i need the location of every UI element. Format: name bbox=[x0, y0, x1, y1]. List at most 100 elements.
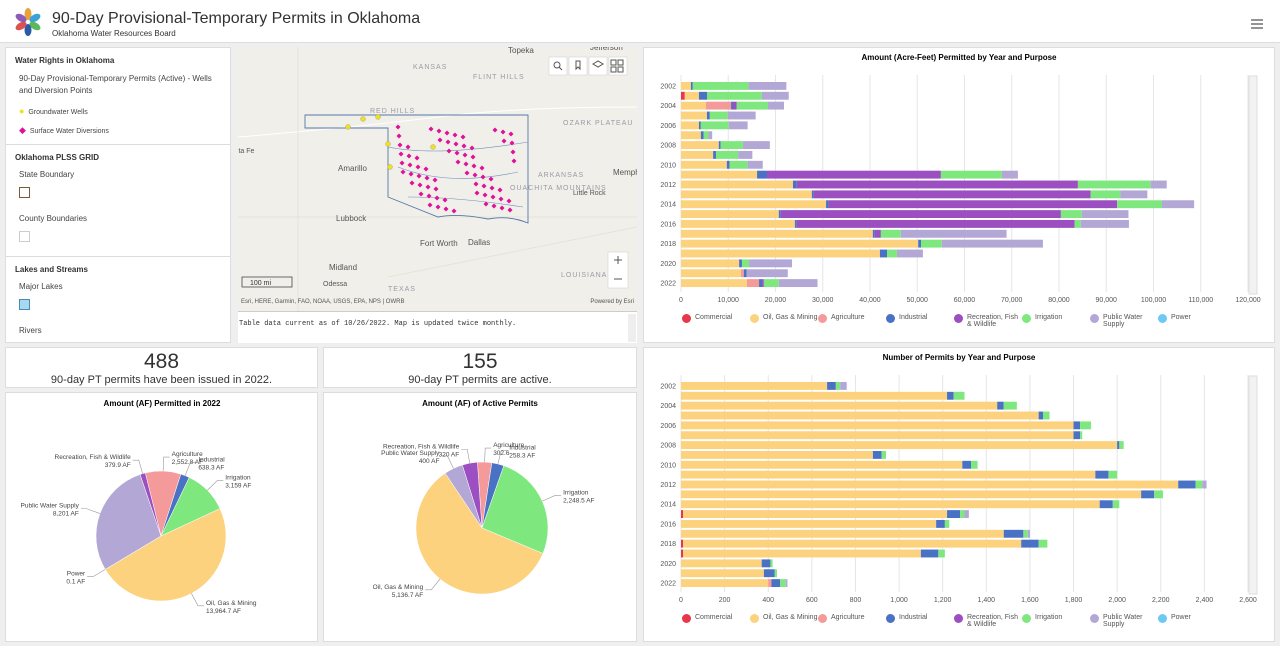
bar-segment bbox=[681, 460, 963, 469]
bar-segment bbox=[792, 180, 797, 189]
menu-button[interactable] bbox=[1250, 18, 1264, 30]
slice-value: 5,136.7 AF bbox=[392, 592, 423, 599]
map-point bbox=[454, 150, 460, 156]
bar-segment bbox=[826, 200, 829, 209]
map-point bbox=[500, 129, 506, 135]
slice-label: Industrial bbox=[509, 444, 536, 451]
pie-slice bbox=[415, 472, 544, 595]
x-tick-label: 2,000 bbox=[1108, 597, 1126, 604]
bar-segment bbox=[778, 210, 781, 219]
leader-line bbox=[191, 593, 204, 607]
leader-line bbox=[497, 450, 508, 465]
bar-segment bbox=[1038, 411, 1044, 420]
y-tick-label: 2004 bbox=[660, 403, 676, 410]
pie-slice bbox=[481, 465, 549, 554]
bar-segment bbox=[1080, 421, 1091, 430]
bar-segment bbox=[827, 381, 836, 390]
y-tick-label: 2016 bbox=[660, 521, 676, 528]
x-tick-label: 60,000 bbox=[954, 297, 976, 304]
bar-segment bbox=[738, 150, 753, 159]
map-point bbox=[489, 185, 495, 191]
legend-swatch bbox=[1022, 614, 1031, 623]
bar-segment bbox=[1162, 200, 1195, 209]
bar-segment bbox=[1099, 500, 1113, 509]
map-point bbox=[397, 142, 403, 148]
bar-segment bbox=[681, 249, 880, 258]
bar-segment bbox=[681, 480, 1179, 489]
bar-segment bbox=[1043, 411, 1050, 420]
map-label: TEXAS bbox=[388, 286, 416, 293]
bar-segment bbox=[683, 539, 1022, 548]
bar-segment bbox=[681, 500, 1100, 509]
bar-segment bbox=[741, 259, 750, 268]
map-point bbox=[443, 206, 449, 212]
map-point bbox=[423, 166, 429, 172]
bar-segment bbox=[780, 210, 1061, 219]
bar-segment bbox=[681, 180, 793, 189]
map-point bbox=[460, 134, 466, 140]
bar-segment bbox=[681, 91, 685, 100]
x-tick-label: 30,000 bbox=[812, 297, 834, 304]
bar-segment bbox=[947, 510, 961, 519]
map-label: Dallas bbox=[468, 238, 490, 247]
bar-segment bbox=[683, 510, 948, 519]
map-point bbox=[492, 127, 498, 133]
chart-panel: Amount (Acre-Feet) Permitted by Year and… bbox=[643, 47, 1275, 343]
map-point bbox=[491, 203, 497, 209]
map-point bbox=[506, 198, 512, 204]
map-point bbox=[434, 195, 440, 201]
legend-label: Public Water Supply bbox=[1103, 314, 1143, 328]
slice-label: Public Water Supply bbox=[21, 503, 80, 510]
map-point bbox=[445, 139, 451, 145]
bar-segment bbox=[681, 441, 1118, 450]
slice-label: Irrigation bbox=[563, 489, 589, 496]
bar-segment bbox=[813, 190, 1091, 199]
bar-segment bbox=[1074, 219, 1081, 228]
legend-swatch bbox=[954, 314, 963, 323]
map-point bbox=[398, 151, 404, 157]
legend-label: Agriculture bbox=[831, 614, 865, 621]
bar-segment bbox=[1023, 529, 1028, 538]
bar-segment bbox=[953, 391, 965, 400]
legend-label: Commercial bbox=[695, 314, 733, 321]
bar-segment bbox=[681, 411, 1039, 420]
bar-segment bbox=[681, 111, 707, 120]
leader-line bbox=[542, 495, 562, 502]
bar-segment bbox=[881, 450, 886, 459]
map-point bbox=[417, 182, 423, 188]
bar-segment bbox=[761, 91, 789, 100]
map-point bbox=[395, 124, 401, 130]
bar-segment bbox=[1119, 441, 1124, 450]
y-tick-label: 2012 bbox=[660, 182, 676, 189]
map-point bbox=[498, 196, 504, 202]
x-tick-label: 400 bbox=[762, 597, 774, 604]
legend-item: Commercial bbox=[682, 614, 750, 628]
bar-segment bbox=[681, 150, 714, 159]
bar-segment bbox=[874, 229, 881, 238]
bar-segment bbox=[759, 279, 763, 288]
map[interactable]: Topeka Jefferson KANSAS FLINT HILLS OZARK PL… bbox=[238, 47, 637, 311]
x-tick-label: 120,000 bbox=[1235, 297, 1260, 304]
x-tick-label: 110,000 bbox=[1188, 297, 1213, 304]
slice-label: Oil, Gas & Mining bbox=[373, 584, 424, 591]
map-label: FLINT HILLS bbox=[473, 74, 525, 81]
legend-swatch bbox=[682, 614, 691, 623]
x-tick-label: 2,600 bbox=[1239, 597, 1257, 604]
y-tick-label: 2018 bbox=[660, 241, 676, 248]
legend-swatch bbox=[750, 614, 759, 623]
bar-segment bbox=[749, 259, 793, 268]
legend-item: Groundwater Wells bbox=[28, 109, 88, 116]
bar-segment bbox=[739, 259, 742, 268]
legend-swatch bbox=[886, 314, 895, 323]
map-point bbox=[483, 201, 489, 207]
bar-segment bbox=[763, 569, 775, 578]
bar-segment bbox=[706, 101, 732, 110]
map-point bbox=[464, 170, 470, 176]
bar-segment bbox=[681, 190, 812, 199]
legend-item: Major Lakes bbox=[19, 282, 63, 291]
bar-segment bbox=[971, 460, 978, 469]
legend-swatch bbox=[1090, 614, 1099, 623]
x-tick-label: 2,400 bbox=[1196, 597, 1214, 604]
subtitle: Oklahoma Water Resources Board bbox=[52, 29, 176, 38]
y-tick-label: 2014 bbox=[660, 502, 676, 509]
